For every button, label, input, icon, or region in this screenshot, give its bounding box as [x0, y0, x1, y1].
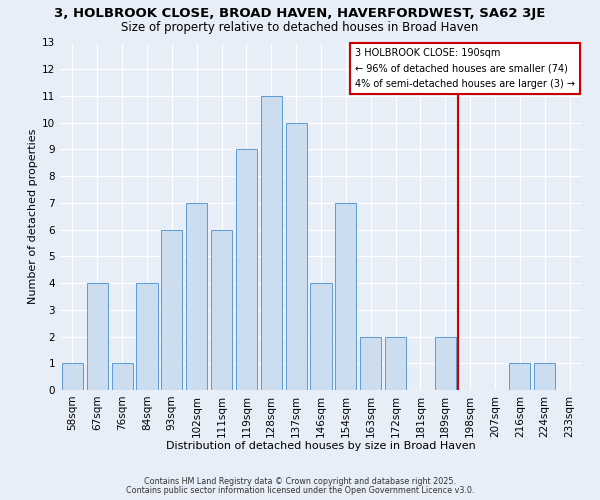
Bar — [62, 364, 83, 390]
X-axis label: Distribution of detached houses by size in Broad Haven: Distribution of detached houses by size … — [166, 441, 476, 451]
Bar — [112, 364, 133, 390]
Bar — [161, 230, 182, 390]
Bar — [310, 283, 332, 390]
Bar — [509, 364, 530, 390]
Bar — [136, 283, 158, 390]
Bar — [236, 150, 257, 390]
Bar — [534, 364, 555, 390]
Bar — [435, 336, 456, 390]
Bar — [360, 336, 381, 390]
Text: Size of property relative to detached houses in Broad Haven: Size of property relative to detached ho… — [121, 21, 479, 34]
Bar — [286, 122, 307, 390]
Text: 3 HOLBROOK CLOSE: 190sqm
← 96% of detached houses are smaller (74)
4% of semi-de: 3 HOLBROOK CLOSE: 190sqm ← 96% of detach… — [355, 48, 575, 89]
Bar — [87, 283, 108, 390]
Bar — [335, 203, 356, 390]
Text: Contains HM Land Registry data © Crown copyright and database right 2025.: Contains HM Land Registry data © Crown c… — [144, 477, 456, 486]
Bar — [261, 96, 282, 390]
Text: Contains public sector information licensed under the Open Government Licence v3: Contains public sector information licen… — [126, 486, 474, 495]
Y-axis label: Number of detached properties: Number of detached properties — [28, 128, 38, 304]
Bar — [385, 336, 406, 390]
Text: 3, HOLBROOK CLOSE, BROAD HAVEN, HAVERFORDWEST, SA62 3JE: 3, HOLBROOK CLOSE, BROAD HAVEN, HAVERFOR… — [55, 8, 545, 20]
Bar — [186, 203, 207, 390]
Bar — [211, 230, 232, 390]
